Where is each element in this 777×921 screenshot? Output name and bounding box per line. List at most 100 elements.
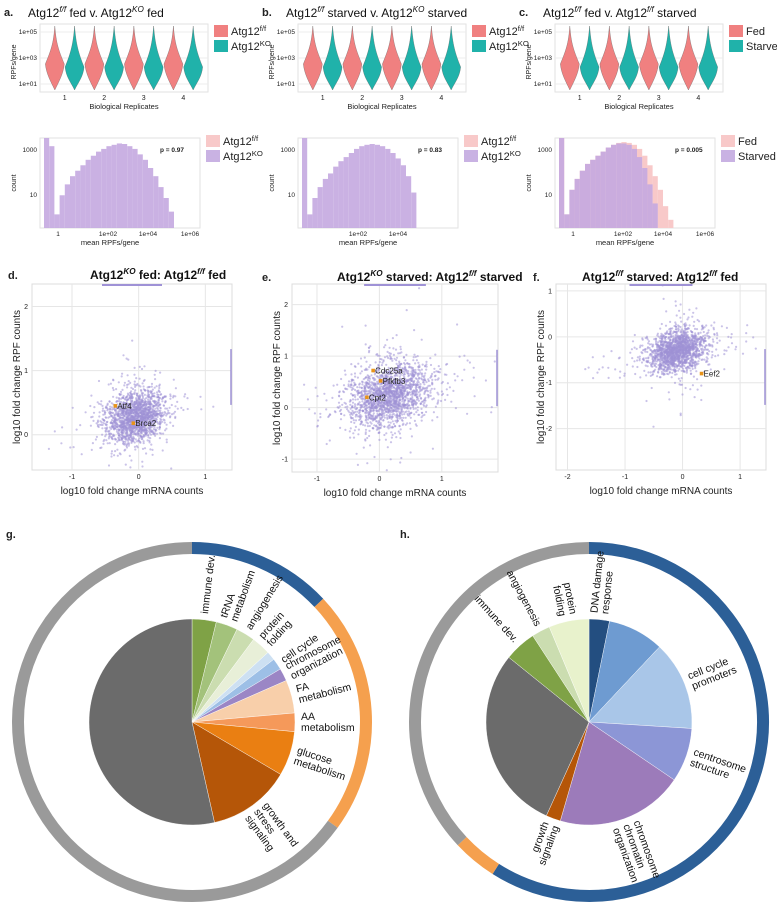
- panel-d-point: [157, 398, 160, 402]
- panel-e-point: [362, 446, 365, 449]
- panel-f-point: [666, 372, 669, 375]
- panel-a-title-part-2: fed v. Atg12: [66, 6, 132, 20]
- panel-f-point: [670, 376, 673, 379]
- panel-e-point: [386, 406, 389, 410]
- panel-e-point: [388, 413, 391, 416]
- panel-d-point: [180, 406, 183, 409]
- panel-d-point: [126, 421, 130, 424]
- panel-c-hist-bar-9: [605, 147, 611, 228]
- panel-d-gene-label-1: Brca2: [135, 419, 156, 428]
- panel-d-point: [147, 391, 150, 395]
- panel-e-point: [389, 458, 392, 461]
- panel-d-point: [136, 426, 139, 429]
- panel-d-point: [110, 452, 113, 455]
- panel-e-xtick-2: 1: [440, 476, 444, 483]
- panel-d-point: [153, 394, 156, 398]
- panel-d-point: [90, 416, 93, 419]
- panel-d-point: [155, 432, 159, 435]
- panel-d-point: [101, 433, 104, 436]
- panel-a-hist-bar-15: [122, 144, 128, 228]
- panel-c-title-sup-3: f/f: [647, 5, 655, 14]
- panel-e-point: [408, 414, 411, 417]
- panel-d-point: [141, 460, 144, 463]
- panel-d-point: [80, 453, 83, 456]
- panel-e-point: [390, 407, 393, 410]
- panel-f-xtick-1: -1: [622, 474, 628, 481]
- panel-c-hist-bar-18: [652, 203, 658, 228]
- panel-e-point: [398, 425, 401, 428]
- panel-e-point: [397, 405, 400, 408]
- panel-f-point: [730, 342, 734, 345]
- panel-d-point: [133, 392, 136, 395]
- panel-d-point: [117, 397, 120, 400]
- panel-f-point: [691, 384, 695, 387]
- panel-f-point: [669, 338, 672, 341]
- panel-d-point: [174, 395, 177, 398]
- panel-d-point: [174, 405, 177, 408]
- panel-a-violin-Atg12KO-rep-4: [183, 25, 203, 91]
- panel-e-point: [406, 392, 409, 396]
- panel-d-point: [110, 436, 113, 439]
- panel-c-title-sup-1: f/f: [574, 5, 582, 14]
- panel-f-point: [667, 332, 670, 336]
- panel-d-point: [154, 378, 157, 381]
- panel-e-point: [466, 412, 469, 415]
- panel-a-legend-label-0-sup: f/f: [260, 24, 267, 33]
- panel-d-point: [89, 424, 92, 427]
- panel-b-hist-legend-label-1: Atg12KO: [481, 149, 521, 163]
- panel-e-point: [416, 373, 419, 376]
- panel-e-point: [436, 401, 439, 404]
- panel-e-point: [303, 383, 306, 386]
- panel-d-point: [137, 423, 140, 427]
- panel-a-legend-label-0-base: Atg12: [231, 26, 260, 38]
- panel-b-hist-legend-label-0: Atg12f/f: [481, 134, 517, 148]
- panel-a-legend-swatch-1: [214, 40, 228, 52]
- panel-e-point: [399, 373, 402, 376]
- panel-c-legend-label-0: Fed: [746, 26, 765, 38]
- panel-e-point: [454, 379, 457, 382]
- panel-e-point: [402, 416, 405, 419]
- panel-e-point: [417, 386, 420, 389]
- panel-e-point: [385, 410, 388, 413]
- panel-e-point: [338, 405, 341, 408]
- panel-e-point: [393, 404, 396, 407]
- panel-e-point: [364, 392, 367, 396]
- panel-e-point: [348, 400, 351, 403]
- panel-d-point: [161, 449, 164, 452]
- panel-f-point: [631, 340, 635, 343]
- panel-d-point: [163, 419, 166, 422]
- panel-d-point: [101, 409, 104, 412]
- panel-d-point: [99, 403, 102, 406]
- panel-e-point: [371, 419, 374, 422]
- panel-d-point: [107, 437, 110, 440]
- panel-c-hist-bar-10: [611, 144, 617, 228]
- panel-e-point: [415, 398, 418, 401]
- panel-d-point: [142, 385, 145, 388]
- panel-e-point: [356, 410, 359, 413]
- panel-e-point: [369, 444, 372, 447]
- panel-e-point: [412, 405, 415, 409]
- panel-e-point: [358, 383, 361, 386]
- panel-d-point: [142, 388, 145, 391]
- panel-a-title: Atg12f/f fed v. Atg12KO fed: [28, 5, 164, 20]
- panel-d-point: [132, 439, 135, 442]
- panel-c-hist-bar-15: [637, 157, 643, 228]
- panel-d-point: [135, 419, 138, 423]
- panel-b-legend-swatch-1: [472, 40, 486, 52]
- panel-d-point: [169, 395, 172, 398]
- panel-e-point: [406, 397, 409, 400]
- panel-d-point: [153, 392, 156, 395]
- panel-d-point: [143, 393, 146, 396]
- panel-d-point: [151, 409, 154, 412]
- panel-e-point: [407, 399, 410, 402]
- panel-e-point: [377, 410, 380, 413]
- panel-e-point: [364, 412, 367, 415]
- panel-d-point: [102, 442, 105, 445]
- panel-e-point: [358, 401, 361, 404]
- panel-d-point: [121, 422, 124, 425]
- panel-c-xtick-2: 3: [657, 95, 661, 102]
- panel-f-point: [647, 340, 651, 343]
- panel-f-point: [734, 348, 737, 351]
- panel-d-title-part-2: fed: Atg12: [136, 268, 198, 282]
- panel-b-violin-Atg12KO-rep-2: [362, 25, 382, 91]
